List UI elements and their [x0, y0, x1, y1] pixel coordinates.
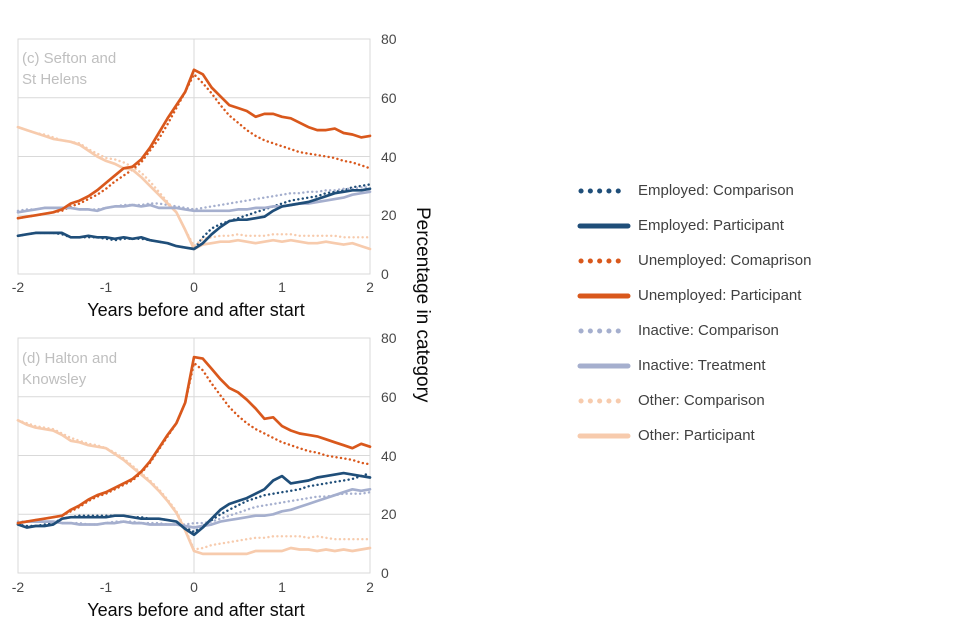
- panel-label-line: Knowsley: [22, 371, 87, 388]
- legend-item-other-participant: Other: Participant: [577, 418, 877, 453]
- y-tick-label: 0: [381, 266, 389, 282]
- legend-item-inactive-treatment: Inactive: Treatment: [577, 348, 877, 383]
- series-line-unemployed-participant: [16, 68, 372, 220]
- panel-label-line: (d) Halton and: [22, 350, 118, 367]
- legend-label: Unemployed: Participant: [638, 287, 802, 304]
- legend-swatch-dotted-icon: [578, 328, 630, 333]
- chart-c-plot-area: [16, 38, 372, 275]
- x-tick-label: 0: [190, 279, 198, 295]
- legend-item-employed-comparison: Employed: Comparison: [577, 173, 877, 208]
- plot-border: [17, 337, 371, 574]
- y-tick-label: 60: [381, 389, 397, 405]
- legend-swatch-solid-icon: [577, 433, 631, 438]
- legend-label: Inactive: Comparison: [638, 322, 779, 339]
- y-tick-label: 20: [381, 506, 397, 522]
- x-axis-title: Years before and after start: [87, 600, 305, 620]
- x-tick-label: -1: [99, 579, 113, 595]
- x-tick-label: 1: [278, 279, 286, 295]
- chart-panel-d: (d) Halton and Knowsley 80 60 40 20 0 -2…: [0, 330, 430, 640]
- chart-panel-c: (c) Sefton and St Helens 80 60 40 20 0 -…: [0, 0, 430, 330]
- y-axis-title: Percentage in category: [412, 206, 433, 403]
- legend-label: Unemployed: Comaprison: [638, 252, 812, 269]
- legend-label: Other: Participant: [638, 427, 755, 444]
- y-tick-label: 0: [381, 565, 389, 581]
- legend-label: Other: Comparison: [638, 392, 765, 409]
- series-line-employed-participant: [16, 187, 372, 251]
- y-tick-label: 40: [381, 149, 397, 165]
- y-tick-label: 60: [381, 90, 397, 106]
- legend-swatch-dotted-icon: [578, 188, 630, 193]
- legend-swatch-solid-icon: [577, 223, 631, 228]
- legend-item-inactive-comparison: Inactive: Comparison: [577, 313, 877, 348]
- chart-legend: Employed: Comparison Employed: Participa…: [577, 173, 877, 453]
- legend-item-employed-participant: Employed: Participant: [577, 208, 877, 243]
- x-axis-title: Years before and after start: [87, 300, 305, 320]
- x-tick-label: 0: [190, 579, 198, 595]
- panel-label-d: (d) Halton and Knowsley: [22, 348, 117, 390]
- plot-border: [17, 38, 371, 275]
- x-tick-label: -2: [11, 579, 25, 595]
- series-line-employed-comparison: [16, 471, 372, 534]
- y-tick-label: 80: [381, 330, 397, 346]
- y-tick-label: 80: [381, 31, 397, 47]
- legend-item-unemployed-comparison: Unemployed: Comaprison: [577, 243, 877, 278]
- series-line-inactive-treatment: [16, 487, 372, 529]
- x-tick-label: 2: [366, 579, 374, 595]
- y-tick-label: 20: [381, 207, 397, 223]
- legend-label: Employed: Comparison: [638, 182, 794, 199]
- legend-label: Inactive: Treatment: [638, 357, 766, 374]
- x-tick-label: -2: [11, 279, 25, 295]
- legend-item-other-comparison: Other: Comparison: [577, 383, 877, 418]
- x-tick-label: 2: [366, 279, 374, 295]
- y-tick-label: 40: [381, 448, 397, 464]
- series-line-unemployed-participant: [16, 355, 372, 525]
- legend-item-unemployed-participant: Unemployed: Participant: [577, 278, 877, 313]
- series-line-other-participant: [16, 418, 372, 556]
- legend-swatch-solid-icon: [577, 363, 631, 368]
- legend-label: Employed: Participant: [638, 217, 784, 234]
- series-line-unemployed-comparison: [16, 73, 372, 220]
- legend-swatch-dotted-icon: [578, 398, 630, 403]
- chart-d-plot-area: [16, 337, 372, 574]
- panel-label-line: St Helens: [22, 71, 88, 88]
- x-tick-label: 1: [278, 579, 286, 595]
- series-line-inactive-treatment: [16, 190, 372, 214]
- series-line-employed-participant: [16, 471, 372, 537]
- legend-swatch-dotted-icon: [578, 258, 630, 263]
- legend-swatch-solid-icon: [577, 293, 631, 298]
- panel-label-line: (c) Sefton and: [22, 50, 117, 67]
- panel-label-c: (c) Sefton and St Helens: [22, 48, 116, 90]
- x-tick-label: -1: [99, 279, 113, 295]
- series-line-unemployed-comparison: [16, 361, 372, 525]
